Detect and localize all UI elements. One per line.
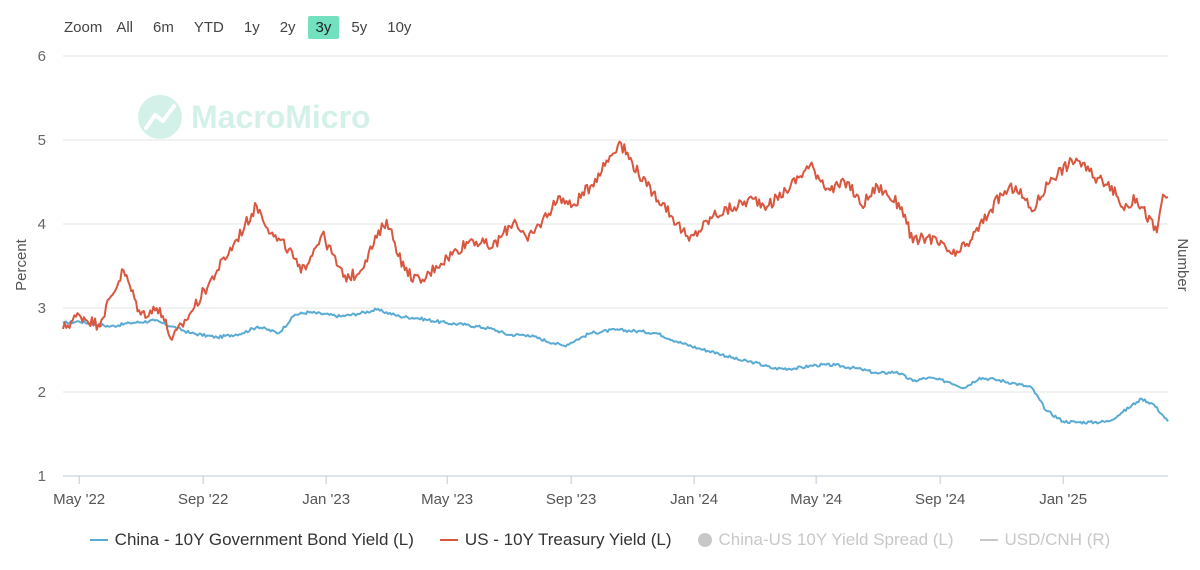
watermark-text: MacroMicro — [191, 99, 371, 135]
watermark-trend-icon — [144, 104, 176, 130]
zoom-ytd-button[interactable]: YTD — [193, 18, 224, 36]
y-tick-label: 5 — [38, 132, 46, 149]
zoom-bar: Zoom All 6m YTD 1y 2y 3y 5y 10y — [64, 14, 423, 40]
zoom-3y-button[interactable]: 3y — [307, 15, 340, 39]
legend-item[interactable]: China - 10Y Government Bond Yield (L) — [89, 530, 414, 550]
legend-line-icon — [439, 539, 458, 541]
legend-item[interactable]: China-US 10Y Yield Spread (L) — [697, 530, 954, 550]
y-tick-label: 3 — [38, 300, 46, 317]
legend-dot-icon — [697, 533, 712, 547]
x-tick-label: Sep '22 — [178, 491, 228, 508]
series-group — [62, 140, 1169, 425]
watermark-logo-icon — [138, 95, 182, 139]
legend-item[interactable]: USD/CNH (R) — [979, 530, 1111, 550]
y-tick-label: 6 — [38, 48, 46, 65]
zoom-10y-button[interactable]: 10y — [387, 18, 412, 36]
x-tick-label: Sep '24 — [915, 491, 965, 508]
y-tick-label: 1 — [38, 468, 46, 485]
x-tick-label: May '23 — [421, 491, 473, 508]
legend-item[interactable]: US - 10Y Treasury Yield (L) — [439, 530, 672, 550]
legend: China - 10Y Government Bond Yield (L) US … — [0, 530, 1200, 550]
x-tick-label: May '24 — [790, 491, 842, 508]
zoom-1y-button[interactable]: 1y — [243, 18, 260, 36]
legend-line-icon — [979, 539, 998, 541]
watermark: MacroMicro — [138, 95, 371, 139]
legend-line-icon — [89, 539, 108, 541]
y-tick-label: 2 — [38, 384, 46, 401]
x-tick-label: Sep '23 — [546, 491, 596, 508]
x-tick-label: Jan '24 — [670, 491, 718, 508]
legend-label: China-US 10Y Yield Spread (L) — [718, 530, 954, 549]
legend-label: China - 10Y Government Bond Yield (L) — [114, 530, 414, 549]
y-axis-title-right: Number — [1174, 238, 1191, 291]
x-tick-label: Jan '25 — [1039, 491, 1087, 508]
x-tick-label: May '22 — [53, 491, 105, 508]
zoom-5y-button[interactable]: 5y — [351, 18, 368, 36]
us-yield-line — [62, 140, 1169, 341]
legend-label: US - 10Y Treasury Yield (L) — [464, 530, 672, 549]
y-tick-label: 4 — [38, 216, 46, 233]
zoom-2y-button[interactable]: 2y — [279, 18, 296, 36]
zoom-all-button[interactable]: All — [116, 18, 134, 36]
china-yield-line — [62, 307, 1169, 425]
x-tick-label: Jan '23 — [302, 491, 350, 508]
axes: 1 2 3 4 5 6 May '22 Sep '22 Jan '23 May '23 Sep '2… — [38, 48, 1168, 508]
legend-label: USD/CNH (R) — [1004, 530, 1111, 549]
zoom-label: Zoom — [64, 18, 103, 36]
y-axis-title-left: Percent — [13, 238, 30, 291]
zoom-6m-button[interactable]: 6m — [153, 18, 174, 36]
